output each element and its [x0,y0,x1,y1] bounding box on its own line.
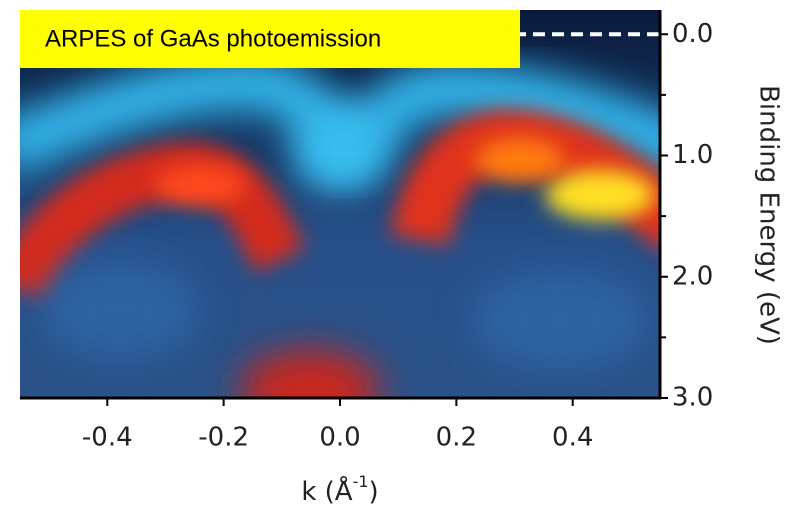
x-axis-label: k (Å-1) [301,472,378,507]
x-tick-label: -0.2 [198,423,249,453]
y-tick-label: 0.0 [672,19,713,49]
x-label-sup: -1 [353,472,369,491]
x-tick-label: -0.4 [82,423,133,453]
chart-title: ARPES of GaAs photoemission [45,25,381,52]
y-tick-label: 2.0 [672,261,713,291]
x-tick-label: 0.0 [319,423,360,453]
heatmap-image [0,10,700,430]
x-label-close: ) [369,477,379,507]
y-tick-label: 1.0 [672,140,713,170]
y-axis-label: Binding Energy (eV) [754,85,784,345]
chart: ARPES of GaAs photoemission k (Å-1) Bind… [0,0,794,512]
y-tick-label: 3.0 [672,383,713,413]
x-tick-label: 0.2 [436,423,477,453]
x-tick-label: 0.4 [552,423,593,453]
x-label-text: k (Å [301,475,352,507]
